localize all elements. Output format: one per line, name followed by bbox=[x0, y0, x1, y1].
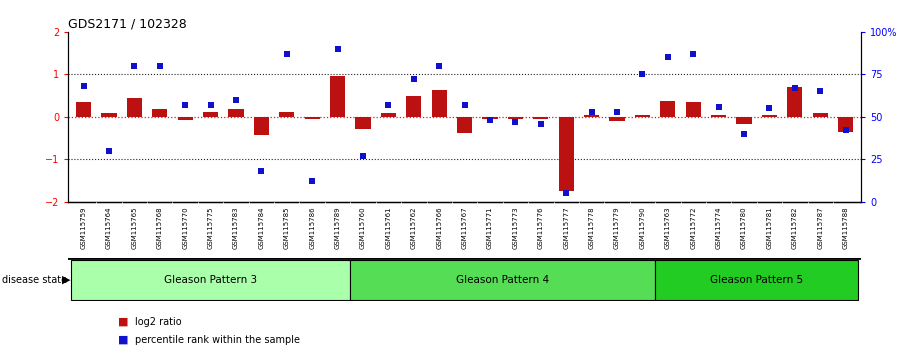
Bar bbox=[355, 117, 371, 129]
Text: GSM115772: GSM115772 bbox=[691, 206, 696, 249]
Text: GSM115776: GSM115776 bbox=[537, 206, 544, 249]
Text: GSM115785: GSM115785 bbox=[284, 206, 290, 249]
Text: GDS2171 / 102328: GDS2171 / 102328 bbox=[68, 18, 187, 31]
Bar bbox=[558, 117, 574, 191]
Bar bbox=[330, 76, 345, 117]
Text: GSM115787: GSM115787 bbox=[817, 206, 824, 249]
Bar bbox=[71, 260, 351, 300]
Bar bbox=[762, 115, 777, 117]
Text: GSM115759: GSM115759 bbox=[80, 206, 87, 249]
Text: GSM115764: GSM115764 bbox=[106, 206, 112, 249]
Bar bbox=[813, 113, 828, 117]
Bar bbox=[406, 96, 422, 117]
Bar bbox=[736, 117, 752, 125]
Bar bbox=[203, 112, 219, 117]
Text: GSM115760: GSM115760 bbox=[360, 206, 366, 249]
Text: GSM115789: GSM115789 bbox=[334, 206, 341, 249]
Bar bbox=[711, 115, 726, 117]
Text: log2 ratio: log2 ratio bbox=[135, 317, 181, 327]
Text: Gleason Pattern 5: Gleason Pattern 5 bbox=[711, 275, 804, 285]
Text: GSM115780: GSM115780 bbox=[741, 206, 747, 249]
Text: GSM115783: GSM115783 bbox=[233, 206, 239, 249]
Text: Gleason Pattern 3: Gleason Pattern 3 bbox=[164, 275, 257, 285]
Bar bbox=[229, 109, 243, 117]
Text: GSM115768: GSM115768 bbox=[157, 206, 163, 249]
Text: GSM115771: GSM115771 bbox=[487, 206, 493, 249]
Text: GSM115770: GSM115770 bbox=[182, 206, 189, 249]
Text: Gleason Pattern 4: Gleason Pattern 4 bbox=[456, 275, 549, 285]
Text: GSM115782: GSM115782 bbox=[792, 206, 798, 249]
Bar bbox=[655, 260, 858, 300]
Text: GSM115762: GSM115762 bbox=[411, 206, 417, 249]
Bar bbox=[279, 112, 294, 117]
Text: GSM115763: GSM115763 bbox=[665, 206, 670, 249]
Bar bbox=[127, 98, 142, 117]
Bar bbox=[483, 117, 497, 119]
Text: GSM115784: GSM115784 bbox=[259, 206, 264, 249]
Text: GSM115775: GSM115775 bbox=[208, 206, 213, 249]
Bar bbox=[254, 117, 269, 135]
Text: GSM115761: GSM115761 bbox=[385, 206, 392, 249]
Bar bbox=[584, 115, 599, 117]
Bar bbox=[351, 260, 655, 300]
Text: GSM115786: GSM115786 bbox=[309, 206, 315, 249]
Text: percentile rank within the sample: percentile rank within the sample bbox=[135, 335, 300, 345]
Bar bbox=[381, 113, 396, 117]
Bar bbox=[304, 117, 320, 119]
Bar bbox=[507, 117, 523, 119]
Text: GSM115779: GSM115779 bbox=[614, 206, 620, 249]
Bar bbox=[76, 102, 91, 117]
Bar bbox=[101, 113, 117, 117]
Text: GSM115781: GSM115781 bbox=[766, 206, 773, 249]
Bar bbox=[178, 117, 193, 120]
Bar bbox=[609, 117, 625, 121]
Text: GSM115773: GSM115773 bbox=[512, 206, 518, 249]
Bar bbox=[152, 109, 168, 117]
Bar bbox=[838, 117, 854, 132]
Text: GSM115767: GSM115767 bbox=[462, 206, 467, 249]
Text: GSM115788: GSM115788 bbox=[843, 206, 849, 249]
Text: GSM115777: GSM115777 bbox=[563, 206, 569, 249]
Text: GSM115765: GSM115765 bbox=[131, 206, 138, 249]
Bar bbox=[533, 117, 548, 119]
Bar bbox=[432, 91, 446, 117]
Text: ▶: ▶ bbox=[62, 275, 70, 285]
Bar bbox=[787, 87, 803, 117]
Bar bbox=[660, 101, 675, 117]
Text: disease state: disease state bbox=[2, 275, 67, 285]
Text: GSM115766: GSM115766 bbox=[436, 206, 442, 249]
Text: GSM115778: GSM115778 bbox=[589, 206, 595, 249]
Bar bbox=[686, 102, 701, 117]
Text: GSM115774: GSM115774 bbox=[716, 206, 722, 249]
Text: ■: ■ bbox=[118, 335, 129, 345]
Text: GSM115790: GSM115790 bbox=[640, 206, 645, 249]
Bar bbox=[635, 115, 650, 117]
Text: ■: ■ bbox=[118, 317, 129, 327]
Bar bbox=[457, 117, 472, 133]
